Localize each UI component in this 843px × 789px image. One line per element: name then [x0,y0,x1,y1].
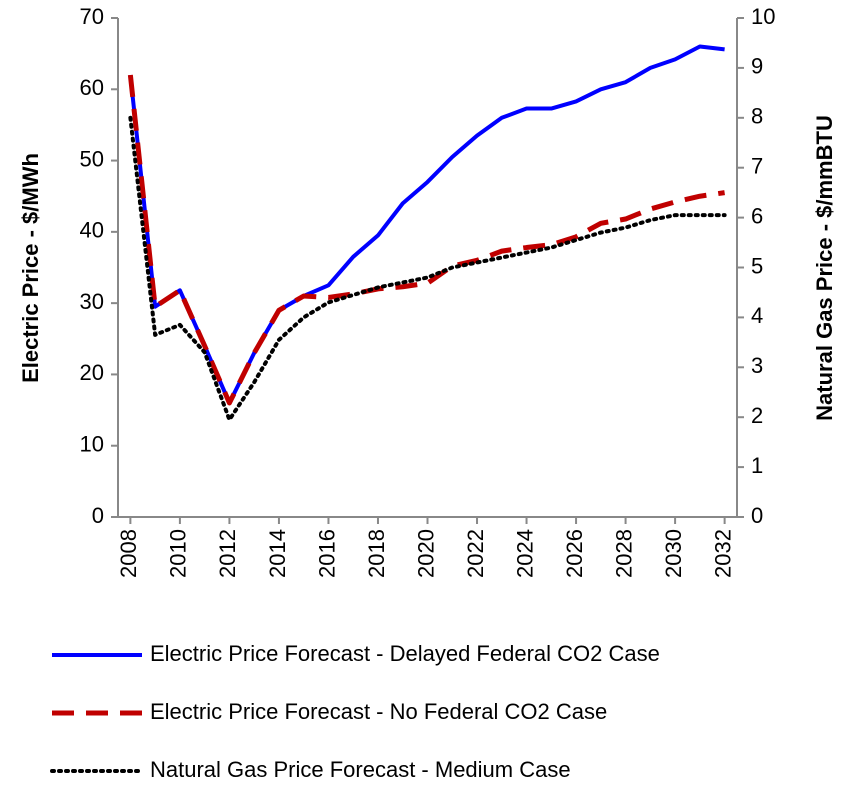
y2-axis-title: Natural Gas Price - $/mmBTU [812,115,837,421]
y2-tick-label: 2 [751,403,763,428]
y-tick-label: 40 [80,218,104,243]
y-axis-title: Electric Price - $/MWh [18,153,43,383]
y-tick-label: 0 [92,503,104,528]
x-tick-label: 2030 [661,529,686,578]
x-tick-label: 2012 [215,529,240,578]
x-tick-label: 2022 [463,529,488,578]
y2-tick-label: 6 [751,203,763,228]
x-tick-label: 2016 [314,529,339,578]
y2-tick-label: 0 [751,503,763,528]
x-tick-label: 2020 [413,529,438,578]
y-tick-label: 20 [80,360,104,385]
legend-label: Electric Price Forecast - Delayed Federa… [150,641,660,666]
y2-tick-label: 10 [751,4,775,29]
y-tick-label: 60 [80,75,104,100]
y2-tick-label: 3 [751,353,763,378]
y2-tick-label: 1 [751,453,763,478]
x-tick-label: 2026 [562,529,587,578]
y2-tick-label: 5 [751,253,763,278]
legend-label: Electric Price Forecast - No Federal CO2… [150,699,607,724]
legend-label: Natural Gas Price Forecast - Medium Case [150,757,571,782]
x-tick-label: 2010 [166,529,191,578]
series-line [127,74,725,406]
y2-tick-label: 7 [751,154,763,179]
y2-tick-label: 9 [751,54,763,79]
x-tick-label: 2032 [710,529,735,578]
x-tick-label: 2014 [265,529,290,578]
x-tick-label: 2028 [611,529,636,578]
x-tick-label: 2018 [364,529,389,578]
x-tick-label: 2008 [116,529,141,578]
y2-tick-label: 8 [751,104,763,129]
y-tick-label: 10 [80,432,104,457]
x-tick-label: 2024 [512,529,537,578]
y-tick-label: 70 [80,4,104,29]
y2-tick-label: 4 [751,303,763,328]
y-tick-label: 30 [80,289,104,314]
series-line [128,115,727,422]
y-tick-label: 50 [80,146,104,171]
